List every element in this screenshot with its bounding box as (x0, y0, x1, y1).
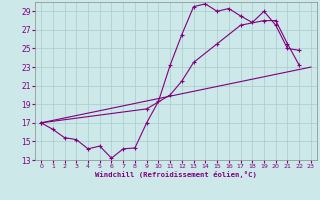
X-axis label: Windchill (Refroidissement éolien,°C): Windchill (Refroidissement éolien,°C) (95, 171, 257, 178)
